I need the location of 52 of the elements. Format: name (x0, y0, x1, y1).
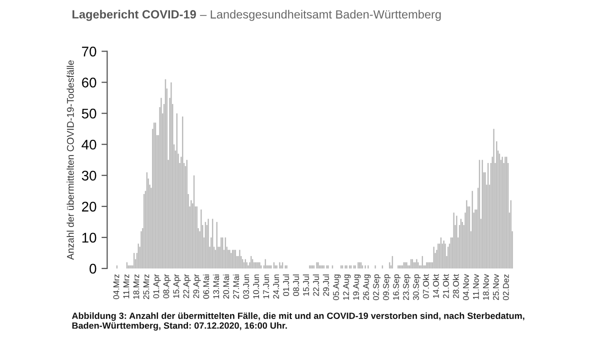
x-tick-label: 15.Jul (302, 274, 310, 296)
x-tick-label: 15.Apr (173, 274, 181, 298)
x-tick-label: 28.Okt (452, 274, 459, 298)
x-tick-label: 27.Mai (232, 274, 240, 299)
x-tick-label: 21.Okt (442, 274, 449, 298)
x-tick-label: 02.Sep (373, 274, 381, 300)
x-tick-label: 01.Jul (282, 274, 290, 296)
x-tick-label: 25.Nov (492, 274, 499, 300)
x-tick-label: 24.Jun (273, 274, 280, 299)
x-tick-label: 18.Nov (482, 274, 489, 300)
x-tick-label: 06.Mai (202, 274, 210, 299)
x-tick-label: 04.Mrz (113, 274, 120, 300)
chart-title: Lagebericht COVID-19 (72, 10, 196, 21)
x-tick-label: 22.Apr (183, 274, 191, 298)
x-tick-label: 26.Aug (363, 274, 371, 300)
y-tick-label: 30 (82, 170, 96, 181)
x-tick-label: 19.Aug (353, 274, 361, 300)
x-tick-label: 07.Okt (422, 274, 429, 298)
x-tick-label: 30.Sep (413, 274, 421, 300)
y-tick-label: 60 (82, 78, 96, 88)
x-tick-label: 10.Jun (253, 274, 260, 298)
x-tick-label: 11.Mrz (123, 274, 130, 298)
x-tick-label: 23.Sep (403, 274, 411, 300)
y-tick-label: 50 (82, 108, 96, 119)
x-tick-label: 20.Mai (222, 274, 230, 299)
x-tick-label: 04.Nov (462, 274, 469, 300)
x-tick-label: 11.Nov (473, 274, 479, 300)
x-tick-label: 16.Sep (393, 274, 401, 300)
x-tick-label: 18.Mrz (133, 274, 140, 299)
x-tick-label: 01.Apr (153, 274, 161, 298)
y-tick-label: 40 (82, 140, 96, 150)
x-tick-label: 22.Jul (312, 274, 320, 296)
x-tick-label: 17.Jun (263, 274, 270, 298)
x-tick-label: 12.Aug (343, 274, 351, 300)
x-tick-label: 05.Aug (333, 274, 341, 300)
y-axis-title: Anzahl der übermittelten COVID-19-Todesfälle (66, 60, 74, 260)
x-tick-label: 29.Jul (322, 274, 330, 296)
y-tick-label: 70 (82, 46, 96, 56)
chart-subtitle: – Landesgesundheitsamt Baden-Württemberg (200, 10, 441, 21)
y-tick-label: 20 (82, 202, 96, 212)
y-tick-label: 0 (90, 264, 96, 274)
x-tick-label: 02.Dez (502, 274, 509, 300)
y-tick-label: 10 (82, 232, 96, 243)
x-tick-label: 09.Sep (383, 274, 391, 300)
x-tick-label: 14.Okt (432, 274, 439, 298)
text: Abbildung 3: Anzahl der übermittelten Fälle, die mit und an COVID-19 verstorben sind, nach Sterbedatum, Baden-Württemberg, Stand: 07.12.2020, 16:00 Uhr. (72, 312, 524, 331)
x-tick-label: 03.Jun (243, 274, 250, 299)
x-tick-label: 29.Apr (193, 274, 201, 298)
x-tick-label: 25.Mrz (143, 274, 150, 300)
x-tick-label: 08.Jul (292, 274, 300, 296)
x-tick-label: 13.Mai (212, 274, 220, 298)
x-tick-label: 08.Apr (163, 274, 171, 298)
